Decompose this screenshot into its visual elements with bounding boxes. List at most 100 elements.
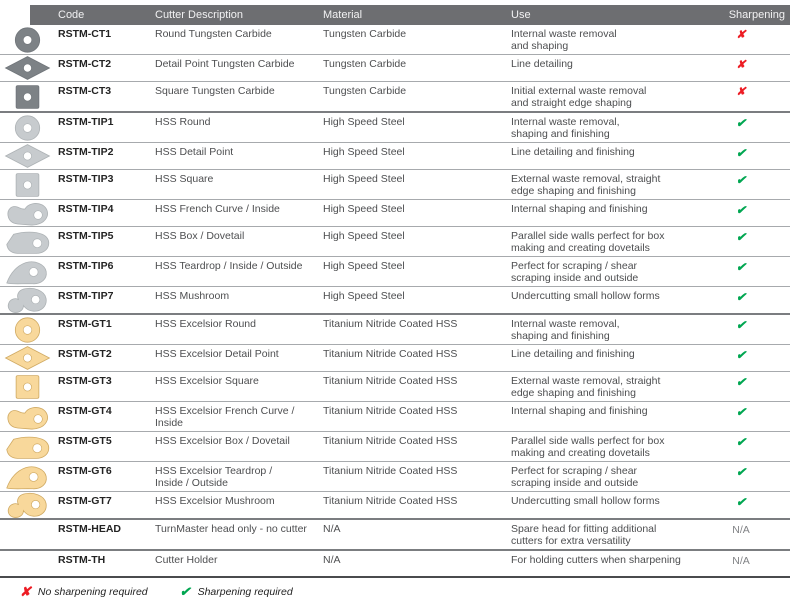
cutter-description: HSS Teardrop / Inside / Outside bbox=[155, 260, 303, 272]
table-header: Code Cutter Description Material Use Sha… bbox=[0, 5, 790, 25]
icon-cell bbox=[0, 257, 55, 286]
cutter-description: HSS Detail Point bbox=[155, 146, 234, 158]
na-label: N/A bbox=[732, 524, 750, 536]
header-code: Code bbox=[58, 9, 85, 21]
cutter-code: RSTM-CT1 bbox=[58, 28, 112, 40]
icon-cell bbox=[0, 55, 55, 81]
cutter-use: Perfect for scraping / shear scraping in… bbox=[511, 260, 639, 284]
cutter-description: HSS Round bbox=[155, 116, 211, 128]
cutter-description: HSS Mushroom bbox=[155, 290, 230, 302]
sharpening-status: ✔ bbox=[693, 170, 790, 189]
cutter-material: Tungsten Carbide bbox=[323, 58, 407, 70]
cutter-material: Titanium Nitride Coated HSS bbox=[323, 318, 458, 330]
table-row: RSTM-GT7 HSS Excelsior Mushroom Titanium… bbox=[0, 492, 790, 520]
cutter-description: HSS Excelsior Square bbox=[155, 375, 259, 387]
cutter-code: RSTM-TIP4 bbox=[58, 203, 114, 215]
sharpening-status: ✘ bbox=[693, 25, 790, 43]
table-row: RSTM-TIP6 HSS Teardrop / Inside / Outsid… bbox=[0, 257, 790, 287]
cutter-code: RSTM-GT1 bbox=[58, 318, 112, 330]
icon-cell bbox=[0, 315, 55, 344]
table-row: RSTM-TH Cutter Holder N/A For holding cu… bbox=[0, 551, 790, 576]
header-sharpening: Sharpening bbox=[728, 9, 785, 21]
sharpening-label: Sharpening required bbox=[197, 586, 293, 598]
no-sharpening-x-icon: ✘ bbox=[20, 584, 31, 599]
sharpening-check-icon: ✔ bbox=[179, 584, 191, 599]
mushroom-cutter-icon bbox=[0, 492, 55, 518]
cutter-use: Perfect for scraping / shear scraping in… bbox=[511, 465, 639, 489]
table-row: RSTM-TIP1 HSS Round High Speed Steel Int… bbox=[0, 113, 790, 143]
cutter-material: Tungsten Carbide bbox=[323, 85, 407, 97]
icon-cell bbox=[0, 82, 55, 111]
table-row: RSTM-CT2 Detail Point Tungsten Carbide T… bbox=[0, 55, 790, 82]
cutter-code: RSTM-CT2 bbox=[58, 58, 112, 70]
icon-cell bbox=[0, 113, 55, 142]
cutter-code: RSTM-TIP6 bbox=[58, 260, 114, 272]
cutter-material: Titanium Nitride Coated HSS bbox=[323, 405, 458, 417]
round-cutter-icon bbox=[0, 316, 55, 343]
sharpening-check-icon: ✔ bbox=[735, 260, 747, 274]
cutter-use: Internal shaping and finishing bbox=[511, 203, 648, 215]
round-cutter-icon bbox=[0, 26, 55, 53]
cutter-material: High Speed Steel bbox=[323, 203, 405, 215]
square-cutter-icon bbox=[0, 172, 55, 198]
detail-point-cutter-icon bbox=[0, 345, 55, 371]
round-cutter-icon bbox=[0, 114, 55, 141]
icon-cell bbox=[0, 345, 55, 371]
teardrop-cutter-icon bbox=[0, 464, 55, 490]
sharpening-check-icon: ✔ bbox=[735, 375, 747, 389]
cutter-material: Titanium Nitride Coated HSS bbox=[323, 348, 458, 360]
cutter-description: Round Tungsten Carbide bbox=[155, 28, 272, 40]
sharpening-check-icon: ✔ bbox=[735, 203, 747, 217]
cutter-description: HSS Square bbox=[155, 173, 214, 185]
sharpening-status: ✔ bbox=[693, 402, 790, 421]
cutter-use: Initial external waste removal and strai… bbox=[511, 85, 647, 109]
cutter-code: RSTM-GT2 bbox=[58, 348, 112, 360]
legend: ✘ No sharpening required ✔ Sharpening re… bbox=[20, 584, 800, 600]
sharpening-status: ✔ bbox=[693, 372, 790, 391]
cutter-use: Internal shaping and finishing bbox=[511, 405, 648, 417]
icon-cell bbox=[0, 25, 55, 54]
cutter-material: High Speed Steel bbox=[323, 173, 405, 185]
cutter-material: High Speed Steel bbox=[323, 290, 405, 302]
sharpening-status: ✔ bbox=[693, 345, 790, 364]
box-dovetail-cutter-icon bbox=[0, 229, 55, 255]
french-curve-cutter-icon bbox=[0, 404, 55, 430]
sharpening-check-icon: ✔ bbox=[735, 146, 747, 160]
cutter-code: RSTM-TIP1 bbox=[58, 116, 114, 128]
header-material: Material bbox=[323, 9, 363, 21]
cutter-use: For holding cutters when sharpening bbox=[511, 554, 681, 566]
table-row: RSTM-GT1 HSS Excelsior Round Titanium Ni… bbox=[0, 315, 790, 345]
icon-cell bbox=[0, 551, 55, 576]
table-row: RSTM-TIP7 HSS Mushroom High Speed Steel … bbox=[0, 287, 790, 315]
header-bar bbox=[30, 5, 790, 25]
table-row: RSTM-TIP3 HSS Square High Speed Steel Ex… bbox=[0, 170, 790, 200]
sharpening-check-icon: ✔ bbox=[735, 465, 747, 479]
cutter-description: HSS French Curve / Inside bbox=[155, 203, 280, 215]
cutter-material: High Speed Steel bbox=[323, 260, 405, 272]
sharpening-check-icon: ✔ bbox=[735, 405, 747, 419]
table-body: RSTM-CT1 Round Tungsten Carbide Tungsten… bbox=[0, 25, 790, 576]
teardrop-cutter-icon bbox=[0, 259, 55, 285]
header-use: Use bbox=[511, 9, 531, 21]
cutter-use: Internal waste removal, shaping and fini… bbox=[511, 116, 620, 140]
icon-cell bbox=[0, 287, 55, 313]
cutter-description: TurnMaster head only - no cutter bbox=[155, 523, 307, 535]
no-sharpening-x-icon: ✘ bbox=[736, 59, 746, 71]
sharpening-check-icon: ✔ bbox=[735, 348, 747, 362]
cutter-material: Titanium Nitride Coated HSS bbox=[323, 435, 458, 447]
cutter-description: Detail Point Tungsten Carbide bbox=[155, 58, 295, 70]
french-curve-cutter-icon bbox=[0, 200, 55, 226]
sharpening-check-icon: ✔ bbox=[735, 290, 747, 304]
icon-cell bbox=[0, 372, 55, 401]
cutter-use: Undercutting small hollow forms bbox=[511, 495, 660, 507]
square-cutter-icon bbox=[0, 374, 55, 400]
sharpening-status: ✔ bbox=[693, 257, 790, 276]
cutter-code: RSTM-TH bbox=[58, 554, 106, 566]
cutter-code: RSTM-GT5 bbox=[58, 435, 112, 447]
detail-point-cutter-icon bbox=[0, 55, 55, 81]
sharpening-status: ✔ bbox=[693, 227, 790, 246]
cutter-description: Cutter Holder bbox=[155, 554, 218, 566]
box-dovetail-cutter-icon bbox=[0, 434, 55, 460]
na-label: N/A bbox=[732, 555, 750, 567]
cutter-description: HSS Box / Dovetail bbox=[155, 230, 245, 242]
